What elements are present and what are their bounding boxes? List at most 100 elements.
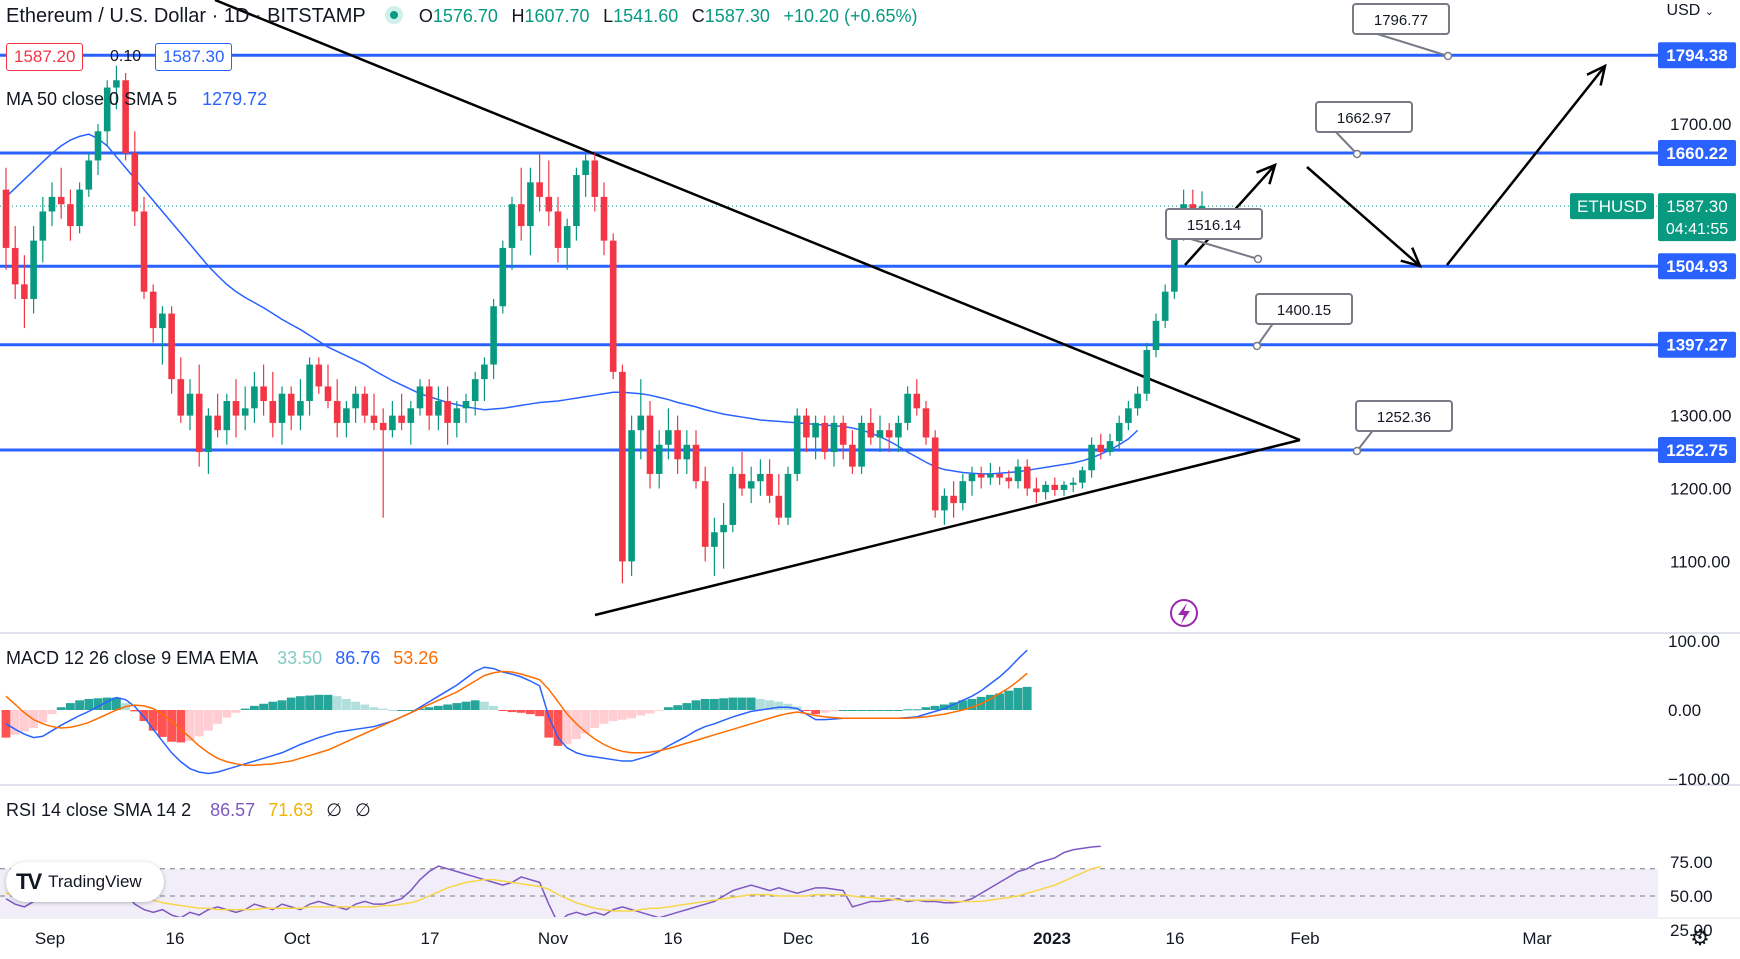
price-tag-value: 1587.30 xyxy=(1666,197,1727,216)
candle-body xyxy=(563,226,571,248)
time-tick-label: 16 xyxy=(911,929,930,948)
candle-body xyxy=(1161,291,1169,321)
candle xyxy=(11,226,19,299)
candle-body xyxy=(876,430,884,438)
candle-body xyxy=(655,444,663,474)
rsi-extra-2: ∅ xyxy=(354,800,371,820)
price-tick-label: 1200.00 xyxy=(1670,480,1731,499)
triangle-lower-trendline xyxy=(594,438,1301,617)
candle-body xyxy=(1079,470,1086,483)
candle xyxy=(904,386,911,431)
symbol-title[interactable]: Ethereum / U.S. Dollar · 1D · BITSTAMP xyxy=(6,5,366,27)
arrow-head xyxy=(1586,63,1607,86)
candle-body xyxy=(159,313,166,329)
candle-body xyxy=(260,386,267,402)
candle-body xyxy=(499,247,507,307)
macd-histogram-bar xyxy=(470,700,480,710)
candle-body xyxy=(407,408,415,423)
rsi-legend-label: RSI 14 close SMA 14 2 xyxy=(6,800,192,820)
candle-body xyxy=(793,415,801,474)
candle xyxy=(1097,433,1105,460)
macd-histogram-bar xyxy=(811,710,820,715)
level-tag-bg xyxy=(1658,42,1736,69)
candle xyxy=(600,182,608,256)
macd-signal-value: 53.26 xyxy=(393,648,439,668)
candle xyxy=(628,415,635,576)
candle xyxy=(149,284,157,343)
candle-body xyxy=(425,386,433,416)
candle-body xyxy=(784,473,792,518)
macd-histogram-bar xyxy=(268,701,278,710)
macd-histogram-bar xyxy=(728,697,738,710)
candle-body xyxy=(913,393,921,409)
macd-histogram-bar xyxy=(38,710,48,723)
macd-histogram-bar xyxy=(148,710,158,731)
candle xyxy=(987,462,994,485)
macd-pane xyxy=(1,649,1032,775)
candle xyxy=(609,233,617,380)
rsi-legend[interactable]: RSI 14 close SMA 14 2 86.57 71.63 ∅ ∅ xyxy=(6,800,379,821)
open-label: O xyxy=(418,6,433,26)
time-tick-label: 16 xyxy=(166,929,185,948)
ma-legend[interactable]: MA 50 close 0 SMA 5 1279.72 xyxy=(6,89,275,110)
callout-anchor xyxy=(1352,149,1362,159)
candle-body xyxy=(545,196,553,212)
sell-price-box[interactable]: 1587.20 xyxy=(6,43,84,71)
candle-body xyxy=(895,422,902,438)
candle xyxy=(260,364,267,416)
candle xyxy=(177,357,185,423)
candle-body xyxy=(1014,466,1022,482)
price-callout: 1400.15 xyxy=(1252,293,1353,351)
macd-histogram-bar xyxy=(581,710,590,734)
candle-body xyxy=(269,401,277,423)
buy-price-box[interactable]: 1587.30 xyxy=(155,43,233,71)
candle-body xyxy=(352,393,359,409)
candle xyxy=(858,415,865,474)
macd-histogram-bar xyxy=(664,707,673,710)
candle xyxy=(950,481,957,518)
rsi-value: 86.57 xyxy=(210,800,256,820)
candle-body xyxy=(453,408,461,423)
macd-histogram-bar xyxy=(516,710,526,713)
candle-body xyxy=(214,415,221,431)
candle xyxy=(122,72,129,161)
candle-body xyxy=(297,401,304,416)
candle-body xyxy=(665,430,672,445)
candle xyxy=(407,401,415,445)
price-callout: 1662.97 xyxy=(1315,101,1413,159)
candle-body xyxy=(812,422,819,438)
candle xyxy=(941,488,948,525)
macd-histogram-bar xyxy=(480,701,489,710)
price-tick-label: 1300.00 xyxy=(1670,407,1731,426)
candle xyxy=(471,371,479,416)
candle-body xyxy=(554,211,562,248)
candle xyxy=(536,153,543,212)
candle-body xyxy=(287,393,295,416)
candle-body xyxy=(646,415,654,474)
candle xyxy=(159,306,166,365)
macd-legend[interactable]: MACD 12 26 close 9 EMA EMA 33.50 86.76 5… xyxy=(6,648,446,669)
candle-body xyxy=(628,430,635,562)
candle-body xyxy=(766,473,773,496)
time-tick-label: 17 xyxy=(421,929,440,948)
candle-body xyxy=(738,473,746,489)
level-tag-bg xyxy=(1658,253,1736,280)
candle xyxy=(278,386,286,445)
candle xyxy=(554,196,562,263)
currency-selector[interactable]: USD ⌄ xyxy=(1667,2,1714,20)
candle xyxy=(85,153,93,197)
candle xyxy=(352,386,359,423)
candle-body xyxy=(1033,488,1040,493)
tradingview-logo[interactable]: TV TradingView xyxy=(6,862,164,902)
candle-body xyxy=(315,364,323,387)
candle-body xyxy=(140,211,148,292)
candle-body xyxy=(361,393,369,416)
ma50-line xyxy=(5,133,1139,475)
macd-histogram-bar xyxy=(406,710,416,711)
macd-histogram-bar xyxy=(829,710,839,712)
candle xyxy=(214,393,221,438)
candle-body xyxy=(747,481,755,489)
candle-body xyxy=(711,532,718,547)
